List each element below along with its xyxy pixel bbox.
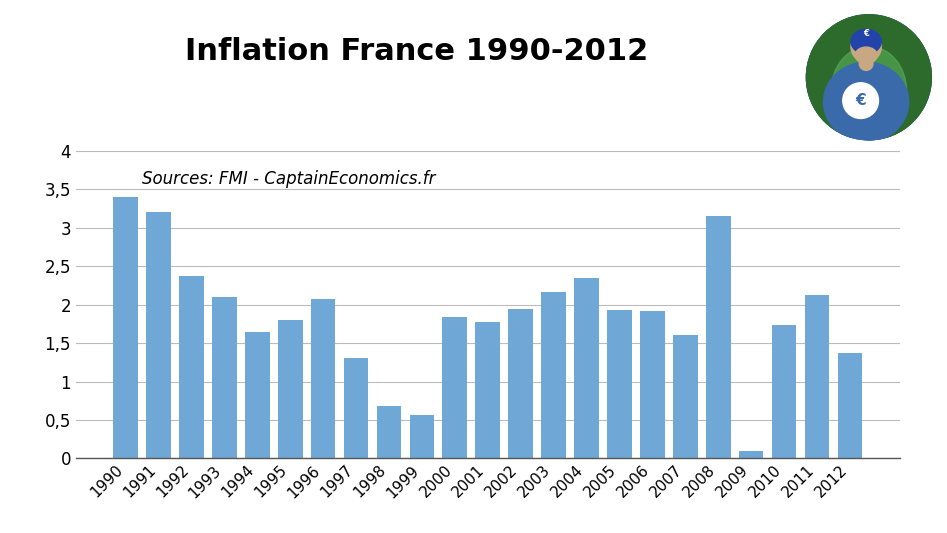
Bar xyxy=(277,320,302,458)
Ellipse shape xyxy=(824,62,909,142)
Bar xyxy=(344,359,368,458)
Bar xyxy=(541,292,566,458)
Bar xyxy=(837,353,862,458)
Bar xyxy=(311,300,335,458)
Ellipse shape xyxy=(831,46,906,135)
Circle shape xyxy=(800,9,938,146)
Ellipse shape xyxy=(851,29,882,54)
Bar xyxy=(212,297,237,458)
Bar xyxy=(442,317,467,458)
Bar xyxy=(706,215,730,458)
Ellipse shape xyxy=(851,32,882,62)
Bar xyxy=(409,415,435,458)
Bar xyxy=(114,197,138,458)
Circle shape xyxy=(843,83,879,118)
Bar xyxy=(377,406,402,458)
Bar xyxy=(146,213,170,458)
Text: €: € xyxy=(855,93,866,108)
Ellipse shape xyxy=(859,56,873,70)
Bar xyxy=(509,309,533,458)
Bar xyxy=(640,311,665,458)
Bar xyxy=(245,332,270,458)
Text: Inflation France 1990-2012: Inflation France 1990-2012 xyxy=(185,37,649,66)
Text: Sources: FMI - CaptainEconomics.fr: Sources: FMI - CaptainEconomics.fr xyxy=(142,170,436,188)
Bar xyxy=(673,335,698,458)
Bar xyxy=(574,278,599,458)
Bar xyxy=(739,451,763,458)
Text: €: € xyxy=(863,29,869,38)
Bar xyxy=(772,326,796,458)
Bar xyxy=(607,310,632,458)
Ellipse shape xyxy=(855,47,877,63)
Polygon shape xyxy=(871,70,885,146)
Bar xyxy=(179,276,204,458)
Bar xyxy=(475,321,500,458)
Bar xyxy=(805,295,830,458)
Circle shape xyxy=(806,14,932,141)
Polygon shape xyxy=(852,70,867,146)
